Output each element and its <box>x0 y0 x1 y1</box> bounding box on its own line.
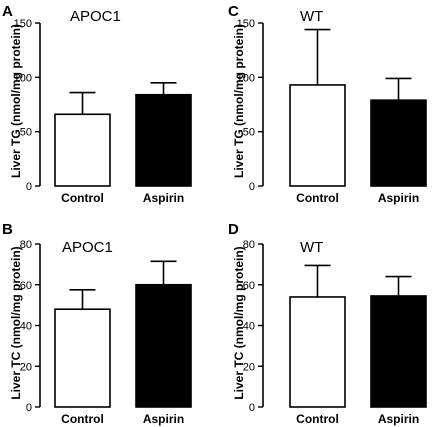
panel-c-title: WT <box>300 8 323 25</box>
panel-b-ylabel: Liver TC (nmol/mg protein) <box>9 246 23 399</box>
panel-a-plot: 0 50 100 150 Control Aspirin <box>14 18 192 205</box>
panel-d-category-label: Aspirin <box>378 412 419 426</box>
panel-c-y-tick-label: 100 <box>237 72 255 84</box>
panel-a-bar-aspirin <box>135 93 192 187</box>
panel-c-bar-aspirin <box>370 99 427 187</box>
panel-c-category-label: Aspirin <box>378 191 419 205</box>
panel-a-category-label: Aspirin <box>143 191 184 205</box>
panel-d-y-tick-label: 20 <box>243 361 255 373</box>
panel-d-y-tick-label: 40 <box>243 321 255 333</box>
panel-c-ylabel: Liver TG (nmol/mg protein) <box>232 24 246 178</box>
panel-c-letter: C <box>228 3 239 20</box>
panel-d: D WT Liver TC (nmol/mg protein) 0 20 40 60 8… <box>228 221 427 426</box>
panel-a-bar-control <box>54 113 111 187</box>
panel-b-y-tick-label: 80 <box>20 239 32 251</box>
panel-b-category-label: Control <box>61 412 104 426</box>
panel-a-ylabel: Liver TG (nmol/mg protein) <box>9 24 23 178</box>
panel-d-bar-aspirin <box>370 295 427 408</box>
panel-c-y-tick-label: 150 <box>237 18 255 30</box>
panel-a-y-tick-label: 50 <box>20 127 32 139</box>
panel-b-bar-aspirin <box>135 283 192 408</box>
panel-a-title: APOC1 <box>70 8 121 25</box>
panel-b-y-tick-label: 60 <box>20 280 32 292</box>
panel-c-bar-control <box>289 84 346 187</box>
panel-b-bar-control <box>54 308 111 408</box>
panel-c: C WT Liver TG (nmol/mg protein) 0 50 100 15… <box>228 3 427 205</box>
panel-c-y-tick-label: 0 <box>249 181 255 193</box>
panel-a-y-tick-label: 100 <box>14 72 32 84</box>
panel-b-y-tick-label: 20 <box>20 361 32 373</box>
panel-d-y-tick-label: 0 <box>249 402 255 414</box>
panel-d-y-tick-label: 80 <box>243 239 255 251</box>
panel-b-title: APOC1 <box>62 239 113 256</box>
panel-a-letter: A <box>2 3 13 20</box>
panel-a: A APOC1 Liver TG (nmol/mg protein) 0 50 10… <box>2 3 192 205</box>
panel-b-letter: B <box>2 221 13 238</box>
panel-c-plot: 0 50 100 150 Control Aspirin <box>237 18 427 205</box>
panel-b-y-tick-label: 40 <box>20 321 32 333</box>
panel-d-letter: D <box>228 221 239 238</box>
panel-b-plot: 0 20 40 60 80 Control Aspirin <box>20 239 192 426</box>
panel-a-y-tick-label: 150 <box>14 18 32 30</box>
panel-c-category-label: Control <box>296 191 339 205</box>
panel-d-title: WT <box>300 239 323 256</box>
panel-b-y-tick-label: 0 <box>26 402 32 414</box>
panel-b: B APOC1 Liver TC (nmol/mg protein) 0 20 40… <box>2 221 192 426</box>
panel-d-y-tick-label: 60 <box>243 280 255 292</box>
panel-a-category-label: Control <box>61 191 104 205</box>
panel-b-category-label: Aspirin <box>143 412 184 426</box>
panel-d-plot: 0 20 40 60 80 Control Aspirin <box>243 239 427 426</box>
panel-d-ylabel: Liver TC (nmol/mg protein) <box>232 246 246 399</box>
panel-d-category-label: Control <box>296 412 339 426</box>
panel-a-y-tick-label: 0 <box>26 181 32 193</box>
panel-d-bar-control <box>289 296 346 408</box>
panel-c-y-tick-label: 50 <box>243 127 255 139</box>
